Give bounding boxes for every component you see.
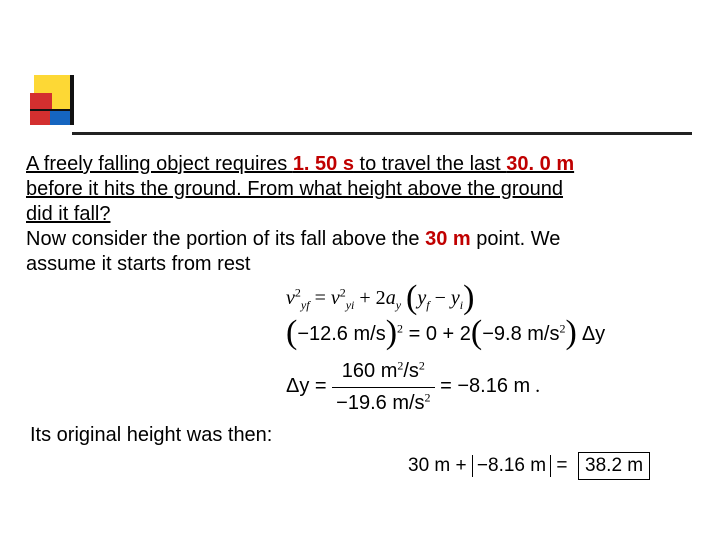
logo-bar-vertical (70, 75, 74, 125)
delta-y: Δy (582, 323, 605, 345)
mid-text: = 0 + 2 (403, 323, 471, 345)
equation-3: Δy = 160 m2/s2−19.6 m/s2 = −8.16 m . (286, 356, 698, 419)
var-v: v (286, 287, 295, 309)
period: . (535, 375, 540, 397)
lparen-icon: ( (471, 319, 482, 346)
logo-blue-block (50, 109, 70, 125)
consider-tail: assume it starts from rest (26, 253, 251, 275)
den-val: −19.6 m/s (336, 392, 424, 414)
velocity-value: −12.6 m/s (297, 323, 385, 345)
slide-logo (30, 75, 86, 125)
equals: = (310, 287, 331, 309)
logo-bar-horizontal (30, 109, 70, 111)
final-equation: 30 m + −8.16 m = 38.2 m (408, 452, 650, 480)
equation-block: v2yf = v2yi + 2ay (yf − yi) (−12.6 m/s)2… (286, 283, 698, 419)
final-label: Its original height was then: (30, 424, 272, 446)
fraction: 160 m2/s2−19.6 m/s2 (332, 356, 434, 419)
problem-line-3: did it fall? (26, 203, 111, 225)
denominator: −19.6 m/s2 (332, 388, 434, 419)
rparen-icon: ) (463, 284, 474, 311)
equation-2: (−12.6 m/s)2 = 0 + 2(−9.8 m/s2) Δy (286, 319, 698, 350)
time-value: 1. 50 s (293, 153, 354, 175)
equals: = (551, 455, 573, 476)
rparen-icon: ) (565, 319, 576, 346)
lparen-icon: ( (406, 284, 417, 311)
consider-pre: Now consider the portion of its fall abo… (26, 228, 425, 250)
distance-value: 30. 0 m (506, 153, 574, 175)
sub: yf (301, 298, 310, 312)
rparen-icon: ) (386, 319, 397, 346)
final-statement: Its original height was then: (30, 424, 700, 447)
var-a: a (386, 287, 396, 309)
problem-line-2: before it hits the ground. From what hei… (26, 178, 563, 200)
sup: 2 (425, 390, 431, 404)
minus: − (430, 287, 451, 309)
numerator: 160 m2/s2 (332, 356, 434, 388)
lparen-icon: ( (286, 319, 297, 346)
plus: + (450, 455, 472, 476)
lhs: Δy = (286, 375, 332, 397)
boxed-answer: 38.2 m (578, 452, 650, 480)
consider-value: 30 m (425, 228, 471, 250)
result: = −8.16 m (435, 375, 531, 397)
slide-body: A freely falling object requires 1. 50 s… (26, 152, 698, 423)
num-tail: /s (403, 360, 419, 382)
equation-1: v2yf = v2yi + 2ay (yf − yi) (286, 283, 698, 315)
sub: y (396, 298, 401, 312)
consider-post: point. We (471, 228, 561, 250)
title-underline (72, 132, 692, 135)
plus-2: + 2 (354, 287, 385, 309)
problem-statement: A freely falling object requires 1. 50 s… (26, 152, 698, 277)
var-y: y (451, 287, 460, 309)
var-y: y (417, 287, 426, 309)
num-val: 160 m (342, 360, 398, 382)
sup: 2 (419, 358, 425, 372)
var-v: v (331, 287, 340, 309)
text: to travel the last (354, 153, 506, 175)
problem-line-1: A freely falling object requires 1. 50 s… (26, 153, 574, 175)
term-1: 30 m (408, 455, 450, 476)
abs-content: −8.16 m (477, 455, 546, 476)
accel-value: −9.8 m/s (482, 323, 559, 345)
text: A freely falling object requires (26, 153, 293, 175)
absolute-value: −8.16 m (472, 455, 551, 477)
